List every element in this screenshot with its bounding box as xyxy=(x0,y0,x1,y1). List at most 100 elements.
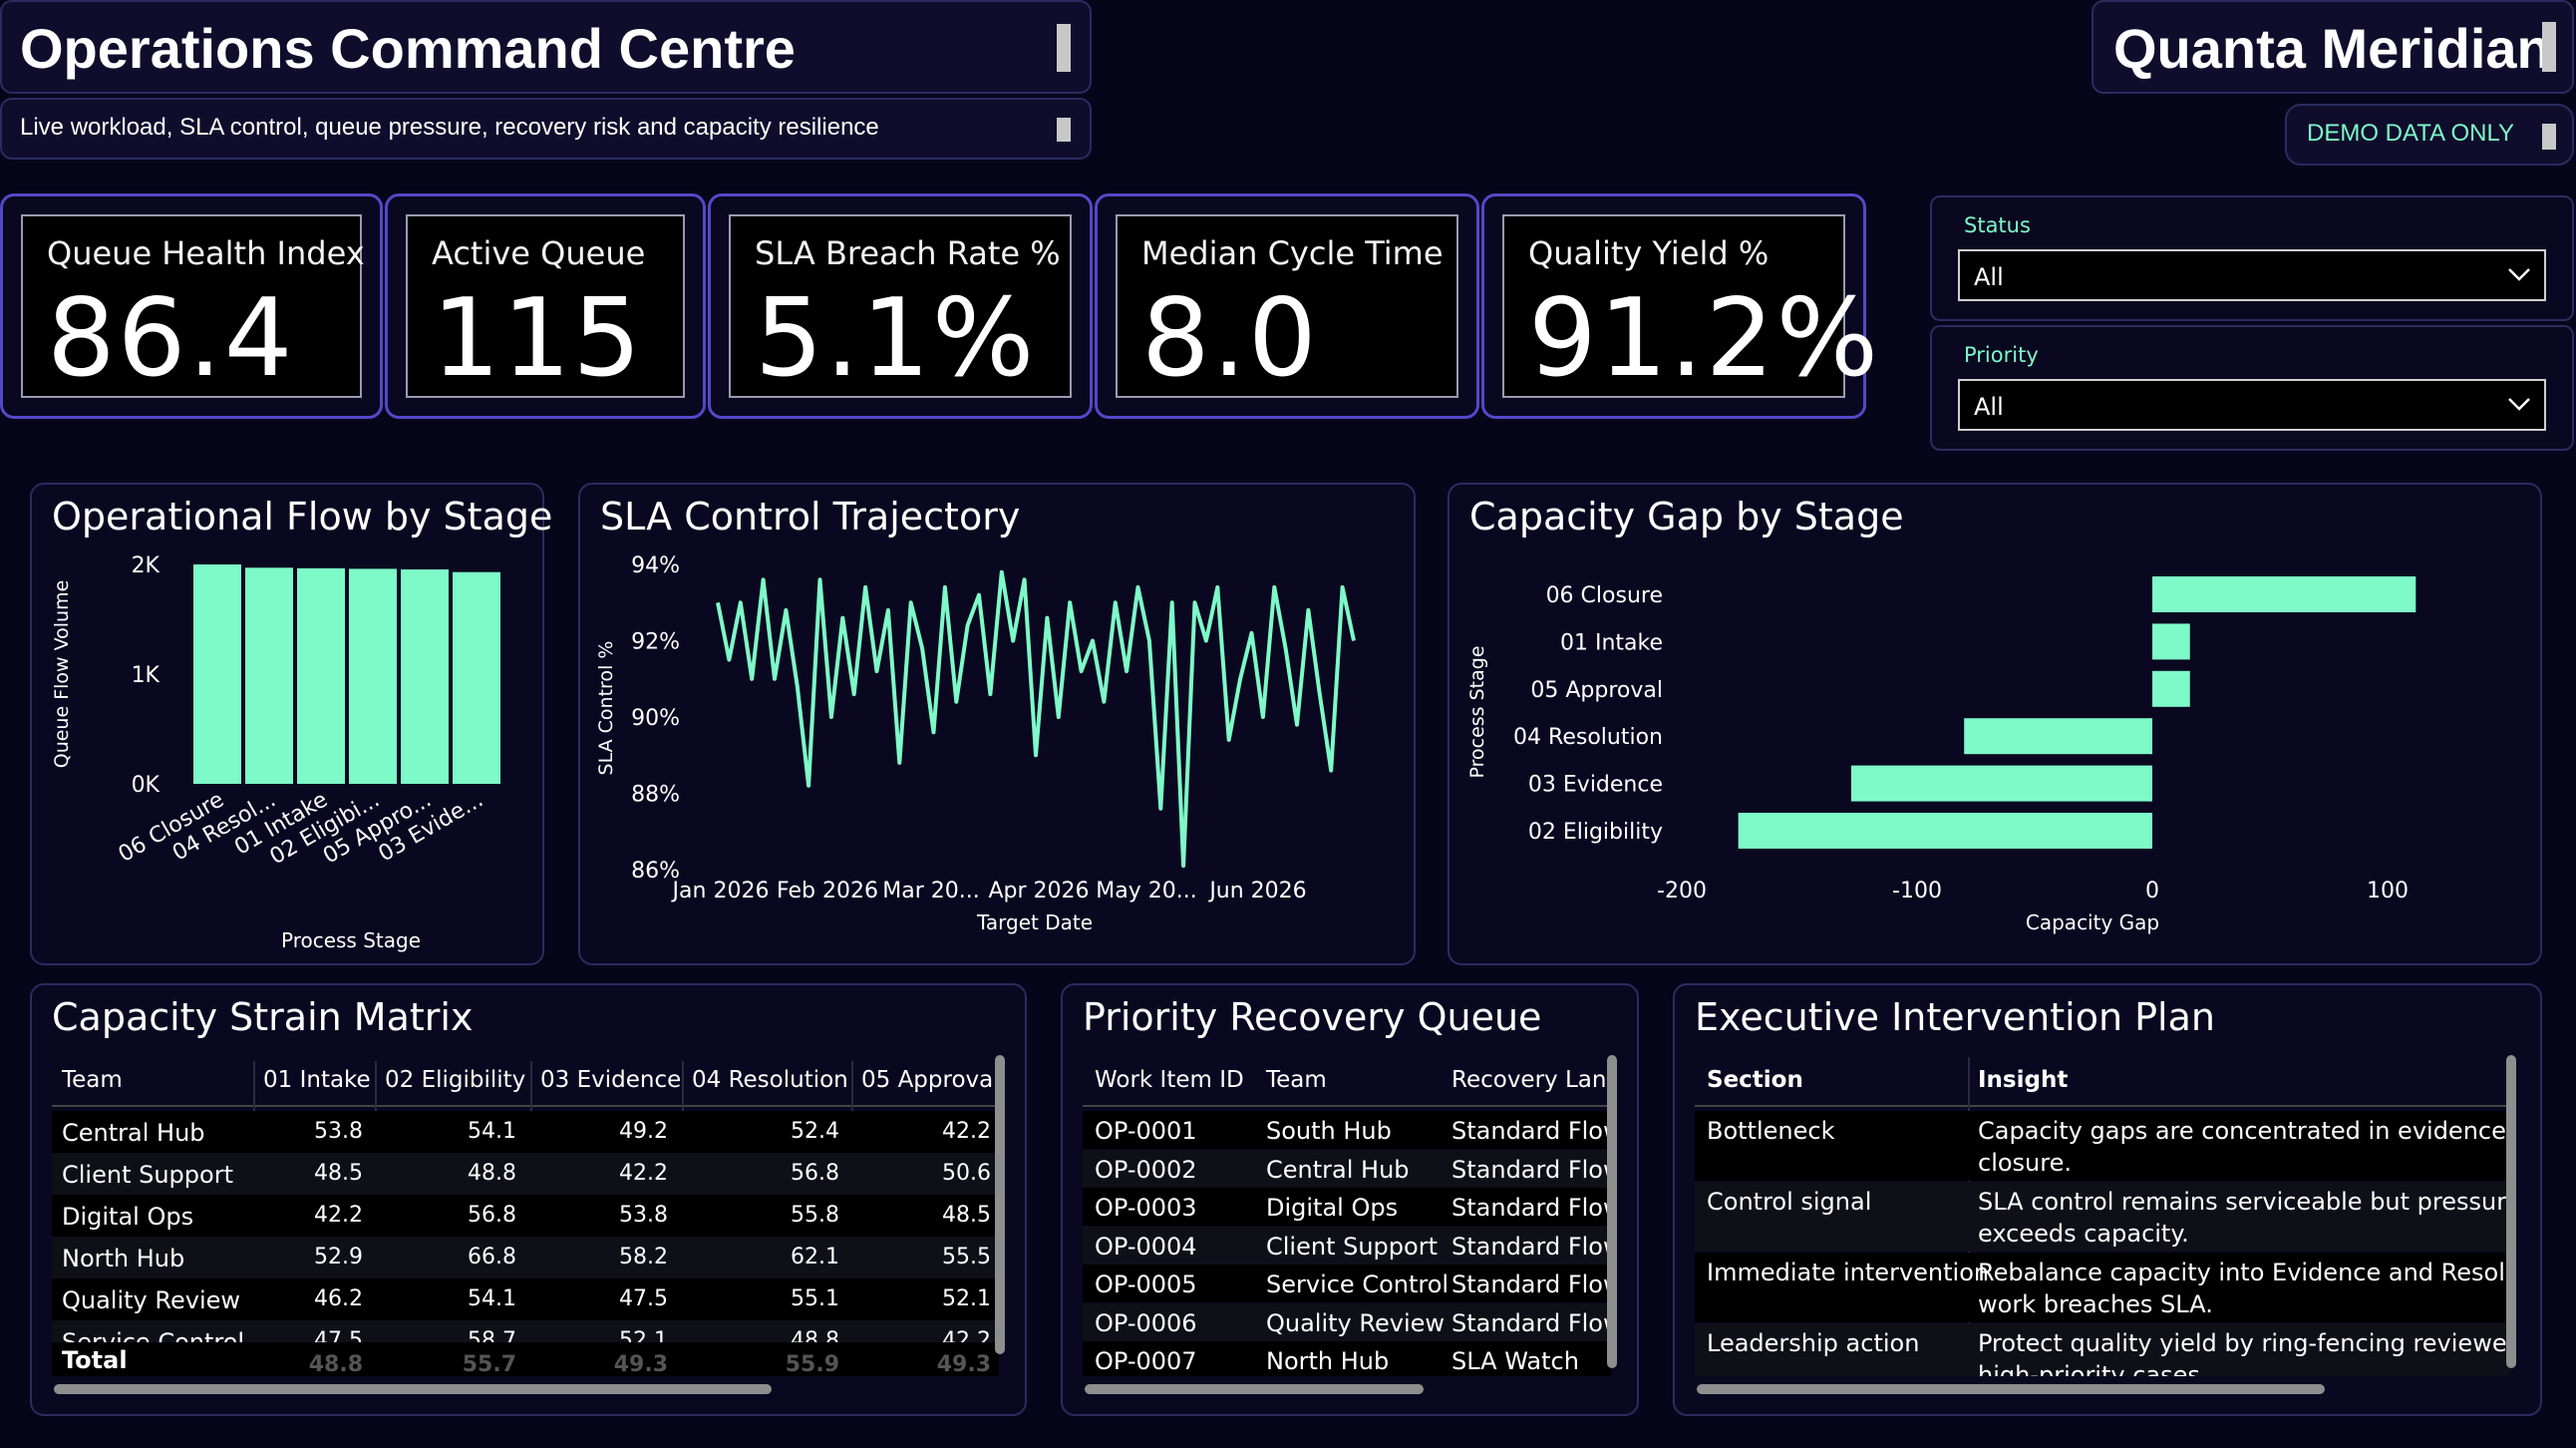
table-row[interactable] xyxy=(1695,1182,2510,1252)
table-cell: 53.8 xyxy=(619,1203,668,1228)
title-scrollbar[interactable] xyxy=(1057,24,1071,72)
x-axis-label: Process Stage xyxy=(281,928,421,952)
y-tick-label: 88% xyxy=(631,783,680,808)
x-tick-label: Jan 2026 xyxy=(671,879,770,904)
table-cell: 56.8 xyxy=(468,1203,516,1228)
chevron-down-icon xyxy=(2508,398,2530,411)
demo-badge: DEMO DATA ONLY xyxy=(2307,120,2515,147)
header-title-box: Operations Command Centre xyxy=(0,0,1092,94)
vertical-scrollbar[interactable] xyxy=(995,1055,1005,1354)
table-row[interactable] xyxy=(1083,1149,1611,1188)
table-row[interactable] xyxy=(1695,1323,2510,1376)
horizontal-scrollbar[interactable] xyxy=(54,1384,772,1394)
table-title: Priority Recovery Queue xyxy=(1083,995,1542,1039)
total-cell: 49.3 xyxy=(936,1352,991,1376)
horizontal-scrollbar[interactable] xyxy=(1085,1384,1424,1394)
table-cell: Client Support xyxy=(62,1161,233,1189)
table-cell: Standard Flow xyxy=(1451,1194,1611,1222)
kpi-card-quality-yield[interactable]: Quality Yield % 91.2% xyxy=(1481,193,1878,419)
table-row[interactable] xyxy=(1695,1253,2510,1322)
brand-name: Quanta Meridian xyxy=(2113,17,2551,80)
bar xyxy=(2152,576,2416,612)
table-row[interactable] xyxy=(52,1153,999,1195)
x-tick-label: 0 xyxy=(2145,879,2159,904)
total-cell: 55.9 xyxy=(785,1352,839,1376)
table-cell: Digital Ops xyxy=(62,1203,194,1231)
subtitle-scrollbar[interactable] xyxy=(1057,118,1071,142)
section-cell: Bottleneck xyxy=(1707,1117,1835,1145)
table-row[interactable] xyxy=(1083,1302,1611,1341)
kpi-card-queue-health[interactable]: Queue Health Index 86.4 xyxy=(0,193,383,419)
table-cell: 55.5 xyxy=(942,1245,991,1269)
header-divider xyxy=(1695,1105,2510,1107)
table-cell: 52.1 xyxy=(942,1286,991,1311)
table-header-row xyxy=(52,1057,999,1107)
table-row[interactable] xyxy=(52,1278,999,1320)
recovery-queue-panel: Priority Recovery Queue Work Item ID Team… xyxy=(1061,983,1639,1416)
bar xyxy=(349,568,397,784)
brand-scrollbar[interactable] xyxy=(2542,22,2556,72)
kpi-value: 8.0 xyxy=(1141,276,1319,401)
header-divider xyxy=(1083,1105,1611,1107)
table-row[interactable] xyxy=(1695,1111,2510,1181)
table-cell: OP-0004 xyxy=(1095,1232,1197,1261)
kpi-label: Queue Health Index xyxy=(47,234,365,272)
vertical-scrollbar[interactable] xyxy=(2506,1055,2516,1368)
capacity-gap-panel: Capacity Gap by Stage 06 Closure 01 Intak… xyxy=(1448,483,2542,965)
strain-matrix-panel: Capacity Strain Matrix Team 01 Intake 02 E… xyxy=(30,983,1027,1416)
priority-dropdown[interactable]: All xyxy=(1958,379,2546,431)
page-title: Operations Command Centre xyxy=(20,17,796,80)
horizontal-scrollbar[interactable] xyxy=(1697,1384,2325,1394)
priority-dropdown-value: All xyxy=(1974,393,2004,421)
section-cell: Control signal xyxy=(1707,1188,1872,1216)
badge-scrollbar[interactable] xyxy=(2542,124,2556,150)
table-row[interactable] xyxy=(1083,1341,1611,1376)
table-row[interactable] xyxy=(52,1111,999,1153)
brand-box: Quanta Meridian xyxy=(2092,0,2574,94)
chart-title: SLA Control Trajectory xyxy=(600,495,1021,539)
total-cell: 55.7 xyxy=(462,1352,516,1376)
bar xyxy=(2152,670,2190,707)
table-row[interactable] xyxy=(1083,1111,1611,1149)
table-row[interactable] xyxy=(1083,1188,1611,1226)
total-cell: 49.3 xyxy=(613,1352,668,1376)
kpi-value: 86.4 xyxy=(47,276,295,401)
table-cell: OP-0002 xyxy=(1095,1155,1197,1184)
column-header: 04 Resolution xyxy=(692,1067,848,1093)
column-header: 02 Eligibility xyxy=(385,1067,526,1093)
kpi-card-active-queue[interactable]: Active Queue 115 xyxy=(385,193,706,419)
series-line xyxy=(716,569,1356,869)
table-cell: Standard Flow xyxy=(1451,1155,1611,1184)
strain-matrix-table: Team 01 Intake 02 Eligibility 03 Evidence 04… xyxy=(32,1057,999,1376)
insight-cell-continued: closure. xyxy=(1978,1149,2072,1177)
section-cell: Immediate intervention xyxy=(1707,1259,1990,1286)
vertical-scrollbar[interactable] xyxy=(1607,1055,1617,1368)
intervention-plan-panel: Executive Intervention Plan Section Insig… xyxy=(1673,983,2542,1416)
intervention-plan-table: Section Insight Bottleneck Capacity gaps ar… xyxy=(1675,1057,2510,1376)
column-header: 01 Intake xyxy=(263,1067,371,1093)
kpi-inner: Active Queue 115 xyxy=(406,214,685,401)
insight-cell-continued: high-priority cases. xyxy=(1978,1361,2208,1376)
table-total-row xyxy=(52,1342,999,1376)
table-row[interactable] xyxy=(52,1195,999,1237)
kpi-label: Quality Yield % xyxy=(1528,234,1770,272)
table-cell: 50.6 xyxy=(942,1161,991,1186)
column-header: 03 Evidence xyxy=(540,1067,682,1093)
table-title: Executive Intervention Plan xyxy=(1695,995,2215,1039)
table-row[interactable] xyxy=(1083,1265,1611,1302)
table-row[interactable] xyxy=(52,1237,999,1278)
table-row[interactable] xyxy=(1083,1226,1611,1265)
y-tick-label: 94% xyxy=(631,554,680,578)
kpi-card-sla-breach[interactable]: SLA Breach Rate % 5.1% xyxy=(708,193,1093,419)
insight-cell: Rebalance capacity into Evidence and Res… xyxy=(1978,1259,2510,1286)
table-cell: Standard Flow xyxy=(1451,1232,1611,1261)
chevron-down-icon xyxy=(2508,268,2530,281)
y-tick-label: 03 Evidence xyxy=(1528,773,1663,798)
kpi-card-median-cycle[interactable]: Median Cycle Time 8.0 xyxy=(1095,193,1479,419)
table-cell: Central Hub xyxy=(1266,1155,1410,1184)
y-tick-label: 90% xyxy=(631,706,680,731)
kpi-inner: SLA Breach Rate % 5.1% xyxy=(729,214,1072,401)
total-cell: 48.8 xyxy=(308,1352,363,1376)
table-cell: 46.2 xyxy=(314,1286,363,1311)
status-dropdown[interactable]: All xyxy=(1958,249,2546,301)
